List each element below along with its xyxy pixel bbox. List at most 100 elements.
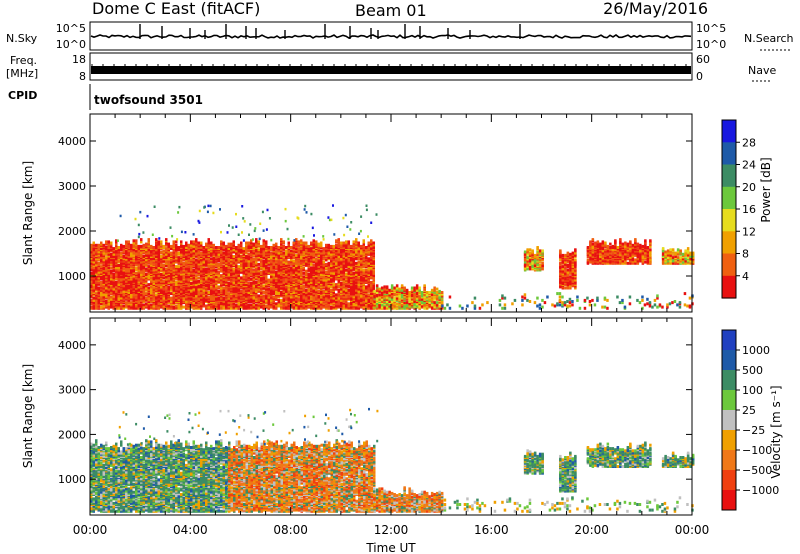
range-cell [175,304,178,308]
range-cell [197,296,200,300]
range-cell [140,267,143,271]
range-cell [100,265,103,269]
range-cell [230,282,233,285]
range-cell [242,247,245,251]
range-cell [205,276,208,280]
range-cell [125,287,128,291]
range-cell [190,296,193,300]
range-cell [202,262,205,266]
range-cell [267,246,270,249]
nsky-spikes [139,24,521,39]
range-cell [175,283,178,287]
range-cell [137,260,140,264]
range-cell [227,242,230,246]
range-cell [257,289,260,293]
range-cell [277,298,280,302]
range-cell [192,253,195,257]
range-cell [97,291,100,294]
range-cell [180,258,183,262]
range-cell [210,270,213,274]
range-cell [167,304,170,308]
range-cell [212,250,215,254]
range-cell [135,271,138,275]
range-cell [210,275,213,279]
range-cell [95,267,98,271]
range-cell [195,238,198,242]
range-cell [170,300,173,303]
range-cell [110,269,113,273]
range-cell [95,304,98,308]
range-cell [115,280,118,284]
range-cell [187,255,190,258]
range-cell [130,273,133,276]
range-cell [190,301,193,305]
range-cell [110,252,113,256]
range-cell [182,305,185,309]
range-cell [197,276,200,280]
range-cell [180,277,183,281]
range-cell [150,297,153,301]
range-cell [90,247,93,251]
cpid-strip: CPID twofsound 3501 [8,84,203,110]
range-cell [172,297,175,301]
range-cell [320,241,323,245]
range-cell [182,258,185,262]
range-cell [100,295,103,299]
range-cell [112,250,115,254]
nsky-tick-bottom: 10^0 [56,38,86,51]
range-cell [140,255,143,258]
range-cell [92,296,95,300]
range-cell [92,247,95,251]
range-cell [97,266,100,270]
range-cell [180,306,183,310]
range-cell [190,304,193,308]
range-cell [225,264,228,267]
range-cell [117,264,120,267]
range-cell [137,294,140,298]
range-cell [120,246,123,249]
range-cell [175,260,178,264]
range-cell [285,249,288,253]
range-cell [262,284,265,288]
range-cell [122,282,125,285]
range-cell [180,298,183,302]
range-cell [107,292,110,296]
nsky-label: N.Sky [6,32,38,45]
range-cell [170,283,173,287]
nave-tick-bottom: 0 [696,70,703,83]
range-cell [120,251,123,255]
range-cell [195,270,198,274]
range-cell [142,306,145,310]
range-cell [155,261,158,265]
range-cell [130,285,133,289]
range-cell [227,273,230,276]
range-cell [100,305,103,309]
range-cell [145,286,148,290]
range-cell [185,246,188,249]
range-cell [145,267,148,271]
range-cell [125,240,128,244]
range-cell [145,302,148,306]
range-cell [140,240,143,244]
range-cell [262,291,265,294]
range-cell [290,246,293,249]
range-cell [90,294,93,298]
range-cell [165,267,168,271]
range-cell [155,293,158,297]
range-cell [187,265,190,269]
nave-tick-top: 60 [696,53,710,66]
range-cell [287,241,290,245]
range-cell [135,259,138,263]
range-cell [237,243,240,247]
range-cell [155,301,158,305]
range-cell [232,286,235,290]
range-cell [225,305,228,309]
range-cell [130,301,133,305]
range-cell [202,250,205,254]
range-cell [115,259,118,263]
range-cell [305,241,308,245]
range-cell [90,243,93,247]
range-cell [162,270,165,274]
range-cell [200,251,203,255]
